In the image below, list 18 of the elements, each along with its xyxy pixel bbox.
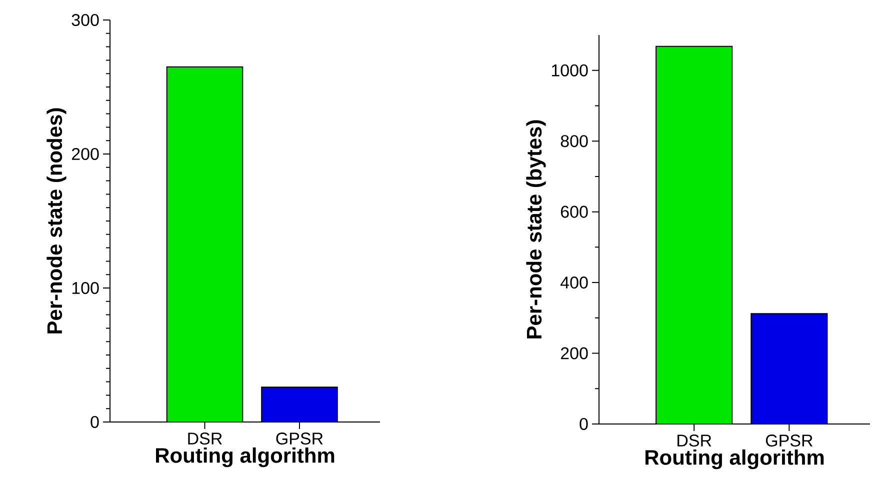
y-tick-label: 200	[72, 148, 99, 160]
y-tick-label: 400	[560, 276, 588, 289]
y-tick-label: 1000	[552, 64, 588, 76]
x-tick-label: GPSR	[276, 432, 323, 445]
x-tick-label: DSR	[678, 434, 712, 447]
x-tick-label: GPSR	[766, 434, 812, 447]
y-tick-label: 200	[560, 347, 588, 360]
y-tick-label: 0	[580, 418, 588, 430]
x-axis-title: Routing algorithm	[646, 449, 824, 470]
y-tick-label: 100	[72, 282, 99, 294]
y-tick-label: 300	[72, 14, 99, 26]
y-tick-label: 0	[90, 416, 99, 428]
y-axis-title: Per-node state (nodes)	[46, 108, 66, 334]
y-tick-label: 600	[560, 206, 588, 218]
y-tick-label: 800	[560, 135, 588, 148]
x-axis-title: Routing algorithm	[156, 447, 334, 468]
x-tick-label: DSR	[188, 432, 222, 445]
y-axis-title: Per-node state (bytes)	[526, 120, 546, 338]
